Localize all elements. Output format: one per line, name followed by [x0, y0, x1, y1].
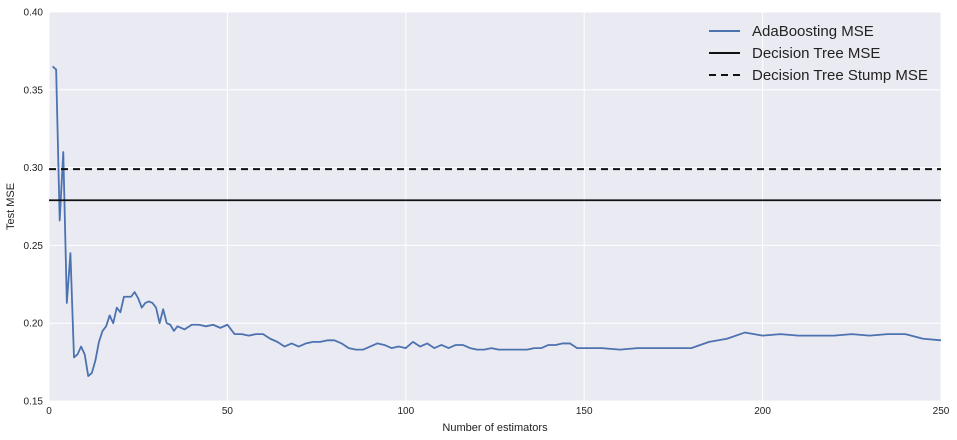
y-tick-label: 0.20	[24, 319, 44, 330]
x-tick-labels: 0 50 100 150 200 250	[46, 406, 950, 417]
y-tick-label: 0.15	[24, 397, 44, 408]
x-tick-label: 250	[933, 406, 950, 417]
x-tick-label: 0	[46, 406, 52, 417]
legend-label-decision-tree-stump-mse: Decision Tree Stump MSE	[752, 67, 928, 84]
series-layer	[49, 65, 942, 378]
x-tick-label: 200	[754, 406, 771, 417]
legend-label-adaboosting-mse: AdaBoosting MSE	[752, 23, 874, 40]
y-tick-label: 0.30	[24, 163, 44, 174]
legend-label-decision-tree-mse: Decision Tree MSE	[752, 45, 880, 62]
y-grid-lines	[49, 11, 941, 402]
y-tick-label: 0.25	[24, 241, 44, 252]
y-axis-label: Test MSE	[5, 183, 17, 230]
x-axis-label: Number of estimators	[442, 422, 548, 434]
series-line-adaboosting-mse	[51, 65, 942, 378]
y-tick-label: 0.40	[24, 8, 44, 19]
x-tick-label: 100	[397, 406, 414, 417]
x-tick-label: 50	[222, 406, 234, 417]
x-grid-lines	[48, 12, 942, 401]
legend: AdaBoosting MSE Decision Tree MSE Decision…	[709, 23, 928, 84]
plot-background	[49, 12, 941, 401]
y-tick-labels: 0.15 0.20 0.25 0.30 0.35 0.40	[24, 8, 44, 408]
x-tick-label: 150	[576, 406, 593, 417]
y-tick-label: 0.35	[24, 85, 44, 96]
